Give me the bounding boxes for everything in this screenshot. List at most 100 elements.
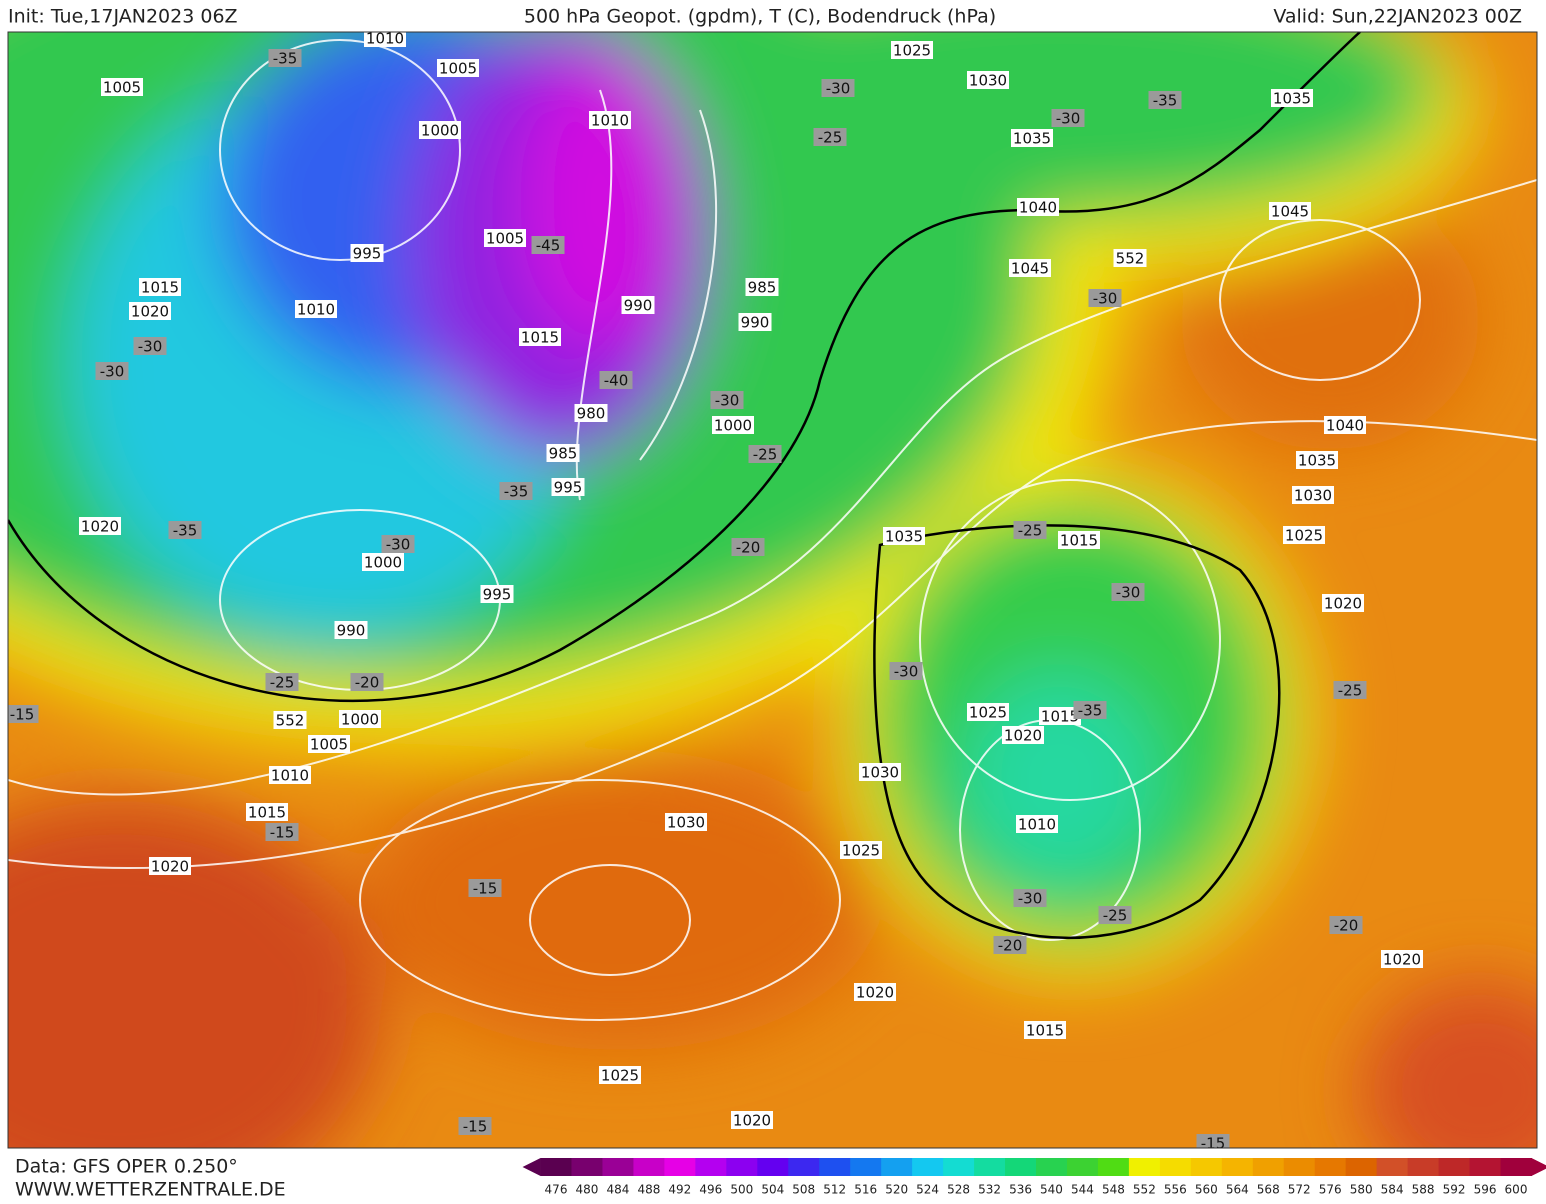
label-box xyxy=(101,78,143,96)
map-label: 1020 xyxy=(151,858,189,876)
label-box xyxy=(458,1117,492,1135)
label-box xyxy=(599,371,633,389)
colorbar-tick-label: 524 xyxy=(916,1183,939,1197)
label-box xyxy=(1024,1021,1066,1039)
colorbar-segment xyxy=(664,1158,696,1176)
map-label: 1000 xyxy=(714,417,752,435)
colorbar-tick-label: 496 xyxy=(699,1183,722,1197)
map-label: -30 xyxy=(1018,890,1043,908)
map-label: 980 xyxy=(577,405,606,423)
label-box xyxy=(967,71,1009,89)
colorbar-tick-label: 512 xyxy=(823,1183,846,1197)
colorbar-segment xyxy=(881,1158,913,1176)
label-box xyxy=(1329,916,1363,934)
map-label: 990 xyxy=(624,297,653,315)
colorbar-segment xyxy=(633,1158,665,1176)
colorbar-tick-label: 572 xyxy=(1288,1183,1311,1197)
label-box xyxy=(1292,486,1334,504)
label-box xyxy=(1011,129,1053,147)
colorbar-segment xyxy=(602,1158,634,1176)
label-box xyxy=(589,111,631,129)
label-box xyxy=(1088,289,1122,307)
colorbar-tick-label: 516 xyxy=(854,1183,877,1197)
map-label: -15 xyxy=(270,824,295,842)
map-label: -25 xyxy=(1338,682,1363,700)
colorbar-segment xyxy=(1345,1158,1378,1176)
colorbar-segment xyxy=(1314,1158,1347,1176)
colorbar-segment xyxy=(1283,1158,1316,1176)
colorbar-tick-label: 560 xyxy=(1195,1183,1218,1197)
colorbar-segment xyxy=(819,1158,851,1176)
label-box xyxy=(268,49,302,67)
label-box xyxy=(468,879,502,897)
colorbar-segment xyxy=(788,1158,820,1176)
label-box xyxy=(362,553,404,571)
map-label: 1015 xyxy=(248,804,286,822)
map-label: 1010 xyxy=(271,767,309,785)
label-box xyxy=(1013,889,1047,907)
label-box xyxy=(813,128,847,146)
label-box xyxy=(350,244,384,262)
label-box xyxy=(265,823,299,841)
map-label: -30 xyxy=(138,338,163,356)
label-box xyxy=(621,296,655,314)
colorbar-tick-label: 600 xyxy=(1505,1183,1528,1197)
colorbar-tick-label: 548 xyxy=(1102,1183,1125,1197)
label-box xyxy=(731,1111,773,1129)
label-box xyxy=(993,936,1027,954)
map-label: 1045 xyxy=(1011,260,1049,278)
label-box xyxy=(731,538,765,556)
colorbar-tick-label: 588 xyxy=(1412,1183,1435,1197)
map-label: 1025 xyxy=(893,42,931,60)
colorbar-tick-label: 552 xyxy=(1133,1183,1156,1197)
map-label: 1005 xyxy=(439,60,477,78)
colorbar-tick-label: 492 xyxy=(668,1183,691,1197)
map-label: 1015 xyxy=(141,279,179,297)
label-box xyxy=(748,445,782,463)
label-box xyxy=(149,857,191,875)
map-label: 985 xyxy=(549,445,578,463)
label-box xyxy=(139,278,181,296)
map-label: -35 xyxy=(1153,92,1178,110)
label-box xyxy=(437,59,479,77)
label-box xyxy=(859,763,901,781)
label-box xyxy=(967,703,1009,721)
label-box xyxy=(8,705,39,723)
label-box xyxy=(499,482,533,500)
colorbar-tick-label: 596 xyxy=(1474,1183,1497,1197)
colorbar-segment xyxy=(757,1158,789,1176)
colorbar-tick-label: 484 xyxy=(606,1183,629,1197)
colorbar-segment xyxy=(1376,1158,1409,1176)
label-box xyxy=(821,79,855,97)
label-box xyxy=(1322,594,1364,612)
map-label: -40 xyxy=(604,372,629,390)
map-label: 1010 xyxy=(297,301,335,319)
colorbar-arrow-right xyxy=(1531,1158,1546,1176)
map-label: 1025 xyxy=(842,842,880,860)
map-title: 500 hPa Geopot. (gpdm), T (C), Bodendruc… xyxy=(524,6,996,28)
label-box xyxy=(1269,202,1311,220)
map-label: 1045 xyxy=(1271,203,1309,221)
map-label: -30 xyxy=(1116,584,1141,602)
map-label: 995 xyxy=(353,245,382,263)
map-label: 1040 xyxy=(1326,417,1364,435)
map-label: 1020 xyxy=(1324,595,1362,613)
label-box xyxy=(1196,1134,1230,1148)
colorbar-tick-label: 536 xyxy=(1009,1183,1032,1197)
map-label: 1035 xyxy=(885,528,923,546)
label-box xyxy=(381,535,415,553)
colorbar-tick-label: 528 xyxy=(947,1183,970,1197)
map-label: -15 xyxy=(463,1118,488,1136)
init-time: Init: Tue,17JAN2023 06Z xyxy=(8,6,238,28)
map-label: 1005 xyxy=(103,79,141,97)
label-box xyxy=(745,278,779,296)
colorbar-segment xyxy=(1097,1158,1130,1176)
map-label: -25 xyxy=(270,674,295,692)
label-box xyxy=(665,813,707,831)
colorbar-segment xyxy=(571,1158,603,1176)
map-labels: 1010100510051000101010251030103510359951… xyxy=(8,32,1423,1148)
map-label: 1020 xyxy=(856,984,894,1002)
map-label: -35 xyxy=(173,522,198,540)
